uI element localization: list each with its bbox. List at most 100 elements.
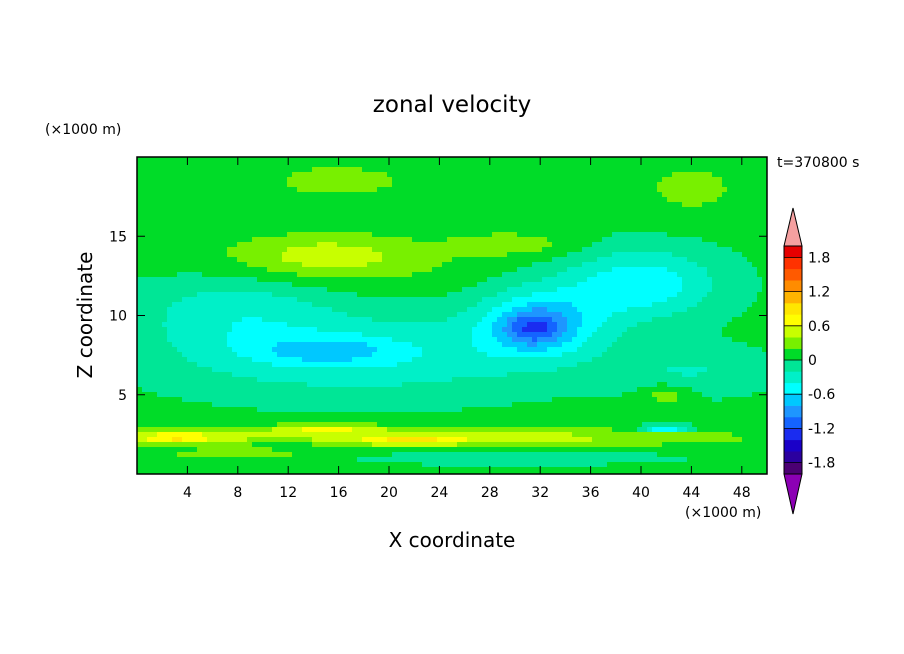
field-cell (632, 257, 638, 263)
field-cell (202, 212, 208, 218)
field-cell (497, 162, 503, 168)
field-cell (247, 287, 253, 293)
field-cell (582, 302, 588, 308)
field-cell (182, 347, 188, 353)
field-cell (192, 322, 198, 328)
field-cell (227, 312, 233, 318)
field-cell (477, 162, 483, 168)
field-cell (402, 202, 408, 208)
field-cell (202, 292, 208, 298)
field-cell (562, 222, 568, 228)
field-cell (322, 297, 328, 303)
field-cell (562, 277, 568, 283)
field-cell (267, 202, 273, 208)
field-cell (507, 207, 513, 213)
field-cell (517, 332, 523, 338)
field-cell (387, 307, 393, 313)
field-cell (227, 242, 233, 248)
field-cell (252, 347, 258, 353)
field-cell (692, 342, 698, 348)
field-cell (317, 162, 323, 168)
field-cell (407, 182, 413, 188)
field-cell (462, 227, 468, 233)
field-cell (332, 247, 338, 253)
field-cell (522, 192, 528, 198)
field-cell (217, 307, 223, 313)
field-cell (192, 167, 198, 173)
field-cell (387, 312, 393, 318)
field-cell (302, 257, 308, 263)
field-cell (222, 257, 228, 263)
field-cell (332, 212, 338, 218)
field-cell (147, 297, 153, 303)
field-cell (422, 237, 428, 243)
field-cell (222, 177, 228, 183)
field-cell (217, 332, 223, 338)
field-cell (757, 222, 763, 228)
field-cell (157, 267, 163, 273)
field-cell (627, 252, 633, 258)
field-cell (352, 247, 358, 253)
field-cell (652, 247, 658, 253)
field-cell (212, 327, 218, 333)
field-cell (587, 192, 593, 198)
field-cell (677, 227, 683, 233)
field-cell (752, 297, 758, 303)
field-cell (517, 237, 523, 243)
field-cell (542, 282, 548, 288)
field-cell (547, 317, 553, 323)
field-cell (597, 172, 603, 178)
field-cell (652, 157, 658, 163)
field-cell (242, 192, 248, 198)
field-cell (247, 182, 253, 188)
field-cell (367, 257, 373, 263)
field-cell (627, 317, 633, 323)
field-cell (277, 297, 283, 303)
field-cell (707, 247, 713, 253)
field-cell (642, 262, 648, 268)
field-cell (742, 227, 748, 233)
field-cell (707, 257, 713, 263)
field-cell (682, 267, 688, 273)
field-cell (382, 252, 388, 258)
field-cell (747, 222, 753, 228)
field-cell (262, 312, 268, 318)
field-cell (272, 202, 278, 208)
field-cell (392, 337, 398, 343)
field-cell (387, 287, 393, 293)
field-cell (427, 297, 433, 303)
field-cell (547, 252, 553, 258)
field-cell (147, 322, 153, 328)
field-cell (637, 347, 643, 353)
field-cell (397, 267, 403, 273)
field-cell (387, 297, 393, 303)
field-cell (647, 322, 653, 328)
field-cell (232, 257, 238, 263)
field-cell (137, 257, 143, 263)
field-cell (327, 177, 333, 183)
field-cell (322, 337, 328, 343)
field-cell (432, 207, 438, 213)
field-cell (202, 227, 208, 233)
field-cell (497, 247, 503, 253)
field-cell (537, 297, 543, 303)
field-cell (552, 337, 558, 343)
field-cell (602, 157, 608, 163)
field-cell (232, 207, 238, 213)
field-cell (182, 277, 188, 283)
field-cell (602, 322, 608, 328)
field-cell (382, 312, 388, 318)
field-cell (497, 312, 503, 318)
field-cell (327, 302, 333, 308)
field-cell (482, 347, 488, 353)
field-cell (232, 247, 238, 253)
field-cell (347, 172, 353, 178)
field-cell (292, 227, 298, 233)
field-cell (302, 337, 308, 343)
field-cell (652, 232, 658, 238)
field-cell (202, 182, 208, 188)
field-cell (252, 222, 258, 228)
field-cell (672, 282, 678, 288)
field-cell (682, 287, 688, 293)
field-cell (602, 327, 608, 333)
